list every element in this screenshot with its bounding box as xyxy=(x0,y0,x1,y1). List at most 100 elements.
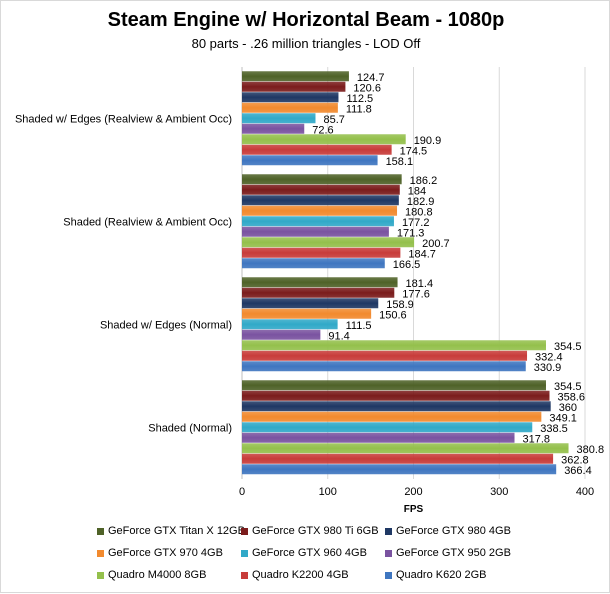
legend-item: Quadro K620 2GB xyxy=(385,569,487,581)
bar xyxy=(242,195,399,206)
bar xyxy=(242,443,569,454)
legend-label: GeForce GTX 950 2GB xyxy=(396,547,511,559)
legend-label: GeForce GTX 960 4GB xyxy=(252,547,367,559)
bar xyxy=(242,247,401,258)
legend-swatch xyxy=(385,549,392,557)
bar xyxy=(242,184,400,195)
legend-item: GeForce GTX 950 2GB xyxy=(385,547,511,559)
data-label: 72.6 xyxy=(312,124,333,136)
category-label: Shaded (Realview & Ambient Occ) xyxy=(63,217,232,229)
bar xyxy=(242,226,389,237)
data-label: 158.9 xyxy=(386,299,414,311)
data-label: 174.5 xyxy=(400,145,428,157)
legend-label: Quadro M4000 8GB xyxy=(108,569,207,581)
data-label: 332.4 xyxy=(535,351,563,363)
data-label: 112.5 xyxy=(346,93,373,105)
legend-swatch xyxy=(241,571,248,579)
data-label: 181.4 xyxy=(406,278,434,290)
legend-item: GeForce GTX 980 4GB xyxy=(385,525,511,537)
bar xyxy=(242,174,402,185)
data-label: 338.5 xyxy=(540,423,568,435)
bar xyxy=(242,155,378,166)
x-tick-label: 200 xyxy=(404,486,422,498)
legend-swatch xyxy=(97,549,104,557)
x-tick-label: 0 xyxy=(239,486,245,498)
data-label: 184.7 xyxy=(408,248,436,260)
legend-label: Quadro K620 2GB xyxy=(396,569,487,581)
legend-swatch xyxy=(97,571,104,579)
data-label: 380.8 xyxy=(577,444,605,456)
data-label: 150.6 xyxy=(379,309,407,321)
data-label: 158.1 xyxy=(386,156,414,168)
legend-swatch xyxy=(385,527,392,535)
data-label: 362.8 xyxy=(561,454,589,466)
bar xyxy=(242,453,554,464)
bar xyxy=(242,81,346,92)
legend-label: GeForce GTX Titan X 12GB xyxy=(108,525,245,537)
bar xyxy=(242,134,406,145)
bar xyxy=(242,102,338,113)
bar xyxy=(242,340,546,351)
data-label: 358.6 xyxy=(557,391,585,403)
bar xyxy=(242,390,550,401)
legend-label: GeForce GTX 980 4GB xyxy=(396,525,511,537)
data-label: 91.4 xyxy=(328,330,349,342)
legend-item: GeForce GTX 960 4GB xyxy=(241,547,367,559)
data-label: 171.3 xyxy=(397,227,425,239)
data-label: 182.9 xyxy=(407,196,435,208)
category-label: Shaded w/ Edges (Realview & Ambient Occ) xyxy=(15,114,232,126)
bar xyxy=(242,329,321,340)
bar xyxy=(242,308,372,319)
legend-swatch xyxy=(385,571,392,579)
data-label: 190.9 xyxy=(414,135,442,147)
bar xyxy=(242,361,526,372)
legend-label: Quadro K2200 4GB xyxy=(252,569,349,581)
bar xyxy=(242,258,385,269)
legend-swatch xyxy=(241,549,248,557)
legend-label: GeForce GTX 970 4GB xyxy=(108,547,223,559)
chart-title: Steam Engine w/ Horizontal Beam - 1080p xyxy=(107,9,505,31)
data-label: 184 xyxy=(408,185,426,197)
legend-item: Quadro K2200 4GB xyxy=(241,569,349,581)
legend-item: GeForce GTX 980 Ti 6GB xyxy=(241,525,379,537)
data-label: 317.8 xyxy=(523,433,551,445)
legend-label: GeForce GTX 980 Ti 6GB xyxy=(252,525,379,537)
bar xyxy=(242,287,395,298)
bar xyxy=(242,71,349,82)
data-label: 120.6 xyxy=(353,82,381,94)
bar xyxy=(242,298,379,309)
bar xyxy=(242,92,339,103)
category-label: Shaded w/ Edges (Normal) xyxy=(100,320,232,332)
bar xyxy=(242,277,398,288)
data-label: 366.4 xyxy=(564,465,592,477)
bar xyxy=(242,422,533,433)
x-tick-label: 400 xyxy=(576,486,594,498)
bar xyxy=(242,380,546,391)
bar xyxy=(242,411,542,422)
x-tick-label: 300 xyxy=(490,486,508,498)
data-label: 186.2 xyxy=(410,175,438,187)
category-label: Shaded (Normal) xyxy=(148,423,232,435)
bar xyxy=(242,432,515,443)
legend-item: GeForce GTX Titan X 12GB xyxy=(97,525,245,537)
data-label: 349.1 xyxy=(549,412,577,424)
x-axis-title: FPS xyxy=(404,504,424,515)
data-label: 85.7 xyxy=(323,114,344,126)
legend-item: GeForce GTX 970 4GB xyxy=(97,547,223,559)
bar xyxy=(242,464,557,475)
legend-swatch xyxy=(241,527,248,535)
data-label: 111.8 xyxy=(346,103,372,115)
bar xyxy=(242,216,394,227)
data-label: 111.5 xyxy=(346,320,372,332)
data-label: 177.6 xyxy=(402,288,430,300)
bar xyxy=(242,113,316,124)
bar xyxy=(242,205,398,216)
data-label: 354.5 xyxy=(554,341,582,353)
data-label: 177.2 xyxy=(402,217,430,229)
data-label: 166.5 xyxy=(393,259,421,271)
data-label: 330.9 xyxy=(534,362,562,374)
legend-swatch xyxy=(97,527,104,535)
data-label: 124.7 xyxy=(357,72,385,84)
bar xyxy=(242,237,415,248)
data-label: 354.5 xyxy=(554,381,582,393)
